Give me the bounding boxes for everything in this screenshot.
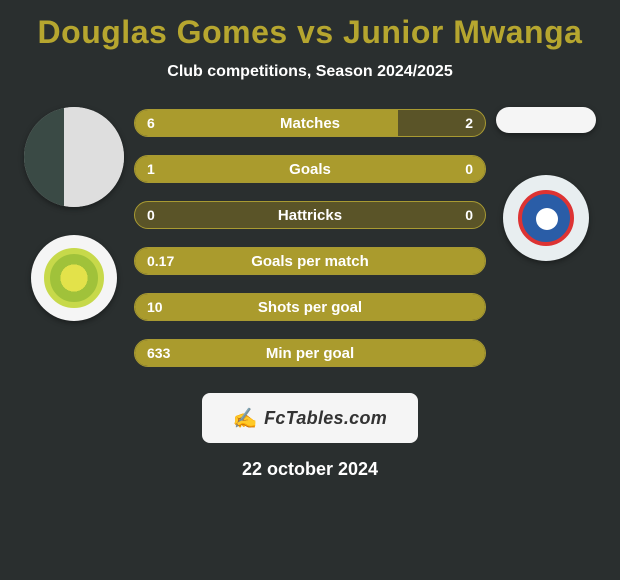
club-left-logo [31,235,117,321]
player-right-column [486,105,606,261]
stat-label: Goals [135,161,485,178]
page-title: Douglas Gomes vs Junior Mwanga [0,14,620,51]
comparison-card: Douglas Gomes vs Junior Mwanga Club comp… [0,0,620,480]
stat-label: Min per goal [135,345,485,362]
player-right-avatar-placeholder [496,107,596,133]
player-left-avatar [24,107,124,207]
stat-right-value: 0 [465,161,473,177]
stat-bars: 6Matches21Goals00Hattricks00.17Goals per… [134,105,486,367]
date-label: 22 october 2024 [0,459,620,480]
stat-right-value: 0 [465,207,473,223]
stat-label: Matches [135,115,485,132]
stat-label: Shots per goal [135,299,485,316]
stat-right-value: 2 [465,115,473,131]
stat-label: Goals per match [135,253,485,270]
player-left-column [14,105,134,321]
stat-row: 0.17Goals per match [134,247,486,275]
subtitle: Club competitions, Season 2024/2025 [0,63,620,81]
brand-badge: ✍ FcTables.com [202,393,418,443]
club-right-logo-inner [518,190,574,246]
stat-row: 10Shots per goal [134,293,486,321]
club-left-logo-inner [44,248,104,308]
stat-label: Hattricks [135,207,485,224]
stat-row: 0Hattricks0 [134,201,486,229]
club-right-logo [503,175,589,261]
brand-text: FcTables.com [264,408,387,429]
comparison-body: 6Matches21Goals00Hattricks00.17Goals per… [0,105,620,367]
brand-icon: ✍ [233,406,258,431]
stat-row: 633Min per goal [134,339,486,367]
stat-row: 1Goals0 [134,155,486,183]
stat-row: 6Matches2 [134,109,486,137]
